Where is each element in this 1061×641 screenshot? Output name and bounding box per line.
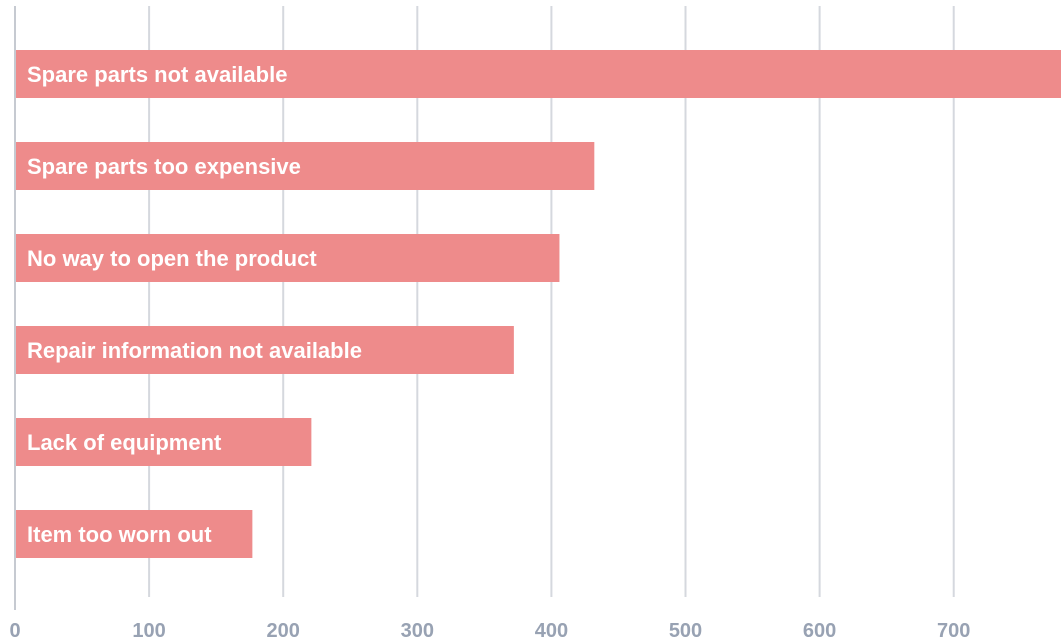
bar [15,326,514,374]
bar-labels: Spare parts not available Spare parts too… [27,62,362,547]
x-tick-label: 400 [535,620,568,641]
bar [15,234,560,282]
x-axis: 0 100 200 300 400 500 600 700 [9,6,970,641]
x-tick-label: 600 [803,620,836,641]
x-tick-label: 300 [401,620,434,641]
category-label: Spare parts not available [27,62,287,87]
x-tick-label: 100 [132,620,165,641]
grid-lines [148,6,955,597]
x-tick-label: 200 [267,620,300,641]
category-label: Item too worn out [27,522,212,547]
x-tick-label: 0 [9,620,20,641]
bar [15,418,312,466]
x-tick-label: 700 [937,620,970,641]
bar [15,50,1061,98]
x-tick-label: 500 [669,620,702,641]
category-label: No way to open the product [27,246,317,271]
bar [15,510,253,558]
bars [15,50,1061,558]
bar [15,142,595,190]
category-label: Spare parts too expensive [27,154,301,179]
category-label: Lack of equipment [27,430,222,455]
category-label: Repair information not available [27,338,362,363]
